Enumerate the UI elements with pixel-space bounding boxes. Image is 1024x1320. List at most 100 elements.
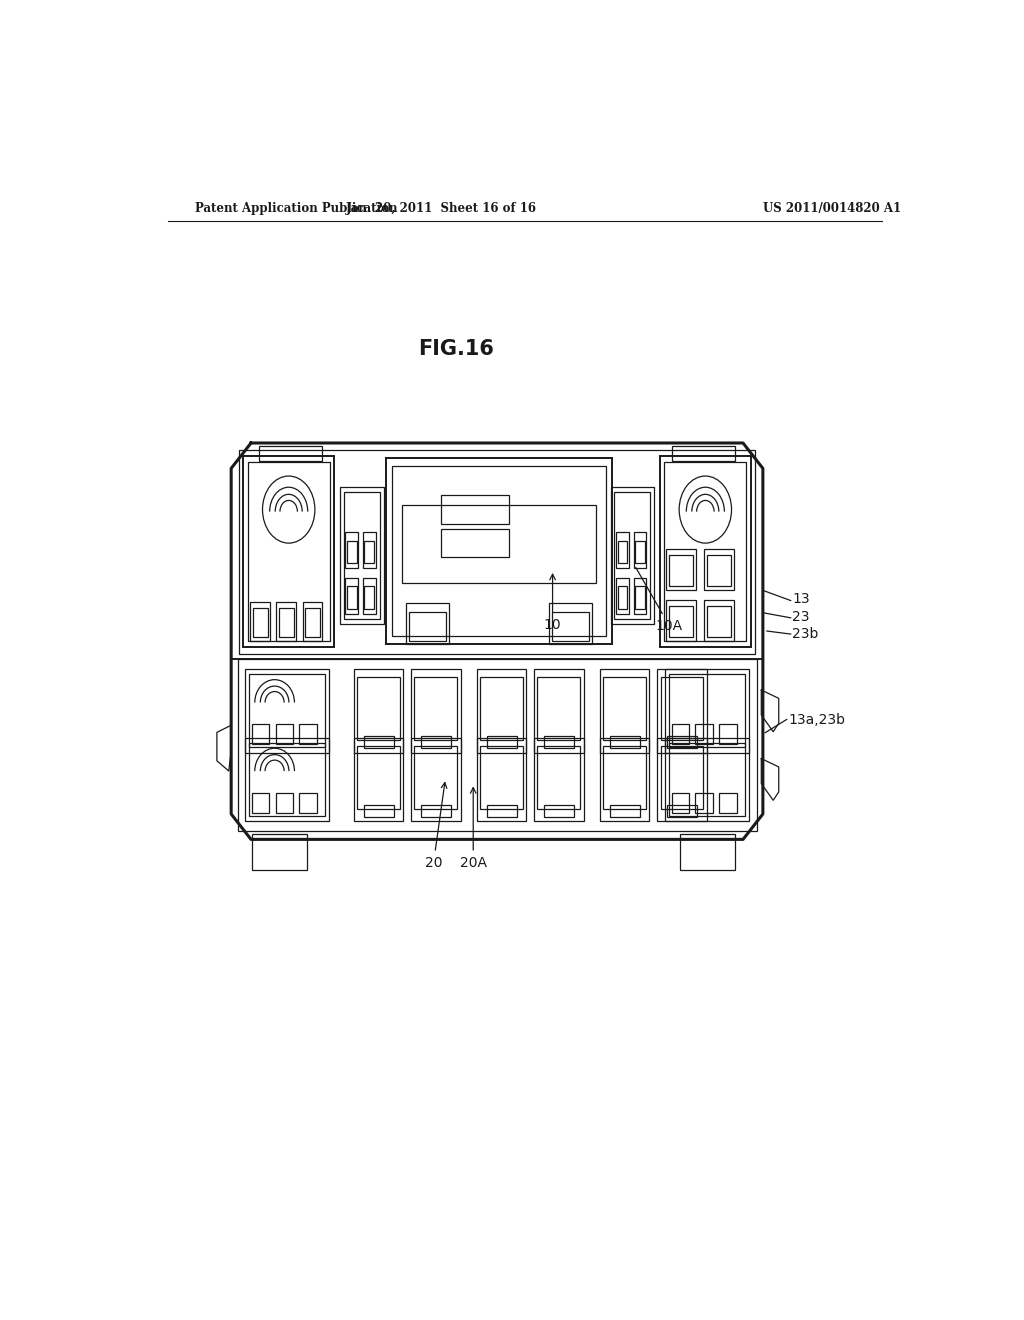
Bar (477, 669, 526, 752)
Bar (441, 529, 509, 557)
Bar (345, 578, 358, 614)
Text: Jan. 20, 2011  Sheet 16 of 16: Jan. 20, 2011 Sheet 16 of 16 (346, 202, 537, 215)
Bar (672, 725, 689, 744)
Bar (635, 586, 645, 609)
Text: Patent Application Publication: Patent Application Publication (196, 202, 398, 215)
Text: 13a,23b: 13a,23b (788, 714, 845, 727)
Bar (364, 805, 394, 817)
Bar (634, 578, 646, 614)
Bar (252, 725, 269, 744)
Bar (670, 743, 744, 816)
Bar (299, 725, 316, 744)
Bar (660, 746, 703, 809)
Bar (362, 578, 376, 614)
Bar (441, 495, 509, 524)
Bar (259, 446, 323, 461)
Polygon shape (761, 759, 779, 800)
Bar (600, 738, 649, 821)
Polygon shape (761, 690, 779, 731)
Bar (670, 556, 693, 586)
Bar (544, 737, 574, 748)
Bar (538, 746, 581, 809)
Bar (617, 586, 627, 609)
Text: 23: 23 (793, 610, 810, 624)
Bar (303, 602, 323, 640)
Bar (406, 603, 450, 644)
Bar (347, 586, 356, 609)
Bar (705, 549, 734, 590)
Bar (719, 725, 736, 744)
Bar (480, 677, 523, 741)
Bar (238, 659, 757, 832)
Bar (614, 492, 650, 619)
Bar (535, 669, 584, 752)
Bar (477, 738, 526, 821)
Bar (617, 541, 627, 562)
Bar (616, 532, 629, 568)
Bar (365, 586, 374, 609)
Bar (665, 462, 746, 640)
Text: 20: 20 (425, 783, 446, 870)
Bar (486, 737, 517, 748)
Bar (357, 677, 400, 741)
Bar (708, 606, 731, 636)
Bar (670, 606, 693, 636)
Bar (345, 532, 358, 568)
Bar (667, 737, 697, 748)
Bar (415, 677, 458, 741)
Bar (401, 504, 596, 583)
Bar (672, 446, 735, 461)
Bar (412, 669, 461, 752)
Bar (670, 675, 744, 747)
Bar (415, 746, 458, 809)
Bar (695, 792, 713, 813)
Text: 23b: 23b (793, 627, 818, 642)
Text: FIG.16: FIG.16 (418, 339, 494, 359)
Polygon shape (217, 725, 231, 771)
Bar (250, 675, 325, 747)
Bar (421, 805, 451, 817)
Bar (708, 556, 731, 586)
Bar (680, 834, 735, 870)
Bar (252, 792, 269, 813)
Bar (357, 746, 400, 809)
Bar (386, 458, 612, 644)
Bar (660, 677, 703, 741)
Text: 20A: 20A (460, 788, 486, 870)
Bar (305, 609, 321, 636)
Bar (616, 578, 629, 614)
Bar (486, 805, 517, 817)
Bar (362, 532, 376, 568)
Bar (275, 725, 293, 744)
Bar (246, 669, 329, 752)
Text: 10A: 10A (636, 568, 683, 632)
Bar (549, 603, 592, 644)
Bar (364, 737, 394, 748)
Bar (248, 462, 330, 640)
Bar (657, 669, 707, 752)
Text: 10: 10 (544, 574, 561, 632)
Bar (279, 609, 294, 636)
Bar (635, 541, 645, 562)
Bar (603, 746, 646, 809)
Bar (354, 669, 403, 752)
Text: US 2011/0014820 A1: US 2011/0014820 A1 (763, 202, 901, 215)
Bar (544, 805, 574, 817)
Bar (409, 612, 446, 640)
Bar (538, 677, 581, 741)
Polygon shape (231, 444, 763, 840)
Bar (344, 492, 380, 619)
Bar (535, 738, 584, 821)
Bar (705, 601, 734, 640)
Text: 13: 13 (793, 591, 810, 606)
Bar (634, 532, 646, 568)
Bar (609, 805, 640, 817)
Bar (299, 792, 316, 813)
Bar (657, 738, 707, 821)
Bar (666, 549, 696, 590)
Bar (340, 487, 384, 624)
Bar (246, 738, 329, 821)
Bar (609, 737, 640, 748)
Bar (672, 792, 689, 813)
Bar (600, 669, 649, 752)
